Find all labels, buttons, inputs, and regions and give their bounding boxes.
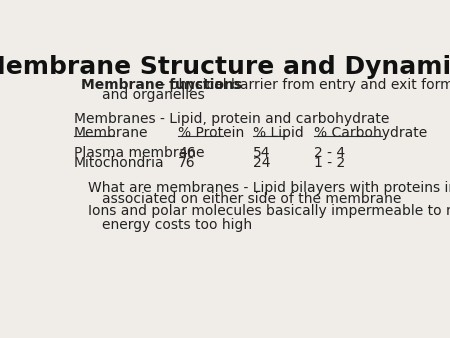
Text: energy costs too high: energy costs too high bbox=[102, 218, 252, 232]
Text: 76: 76 bbox=[178, 156, 196, 170]
Text: What are membranes - Lipid bilayers with proteins imbedded or: What are membranes - Lipid bilayers with… bbox=[88, 181, 450, 195]
Text: Mitochondria: Mitochondria bbox=[74, 156, 164, 170]
Text: % Carbohydrate: % Carbohydrate bbox=[314, 126, 428, 140]
Text: Plasma membrane: Plasma membrane bbox=[74, 146, 204, 160]
Text: - physical barrier from entry and exit form cell: - physical barrier from entry and exit f… bbox=[156, 77, 450, 92]
Text: Membranes - Lipid, protein and carbohydrate: Membranes - Lipid, protein and carbohydr… bbox=[74, 112, 389, 126]
Text: and organelles: and organelles bbox=[102, 89, 204, 102]
Text: 2 - 4: 2 - 4 bbox=[314, 146, 346, 160]
Text: 54: 54 bbox=[253, 146, 271, 160]
Text: 46: 46 bbox=[178, 146, 196, 160]
Text: % Protein: % Protein bbox=[178, 126, 244, 140]
Text: Ions and polar molecules basically impermeable to membrane -: Ions and polar molecules basically imper… bbox=[88, 204, 450, 218]
Text: % Lipid: % Lipid bbox=[253, 126, 304, 140]
Text: 24: 24 bbox=[253, 156, 271, 170]
Text: Membrane Structure and Dynamics: Membrane Structure and Dynamics bbox=[0, 55, 450, 79]
Text: Membrane: Membrane bbox=[74, 126, 148, 140]
Text: Membrane functions: Membrane functions bbox=[81, 77, 242, 92]
Text: 1 - 2: 1 - 2 bbox=[314, 156, 346, 170]
Text: associated on either side of the membrane: associated on either side of the membran… bbox=[102, 192, 401, 206]
